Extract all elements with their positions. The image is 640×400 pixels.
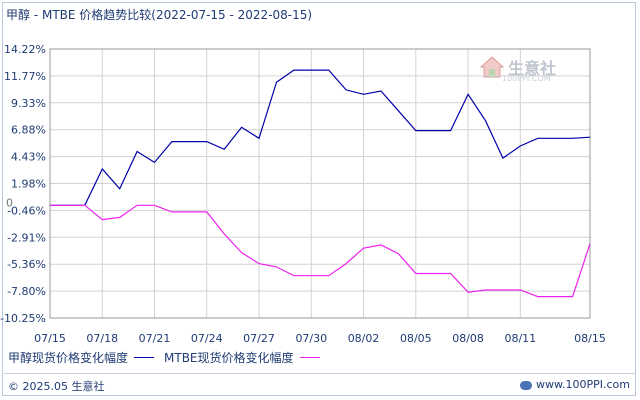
y-tick-label: -2.91% [7,231,46,244]
watermark-sub: 100PPI.COM [502,74,551,83]
y-tick-label: 1.98% [11,178,46,191]
house-logo-icon [480,56,504,78]
y-tick-label: 14.22% [4,43,46,56]
footer-site[interactable]: www.100PPI.com [520,378,630,391]
x-tick-label: 08/08 [452,332,484,345]
x-tick-label: 07/21 [139,332,171,345]
y-tick-label: -7.80% [7,285,46,298]
y-tick-label: 9.33% [11,97,46,110]
chart-title: 甲醇 - MTBE 价格趋势比较(2022-07-15 - 2022-08-15… [6,8,313,22]
plot-area-border [49,48,591,319]
x-tick-label: 07/18 [86,332,118,345]
legend-swatch-methanol [134,357,155,358]
chart-frame [2,2,636,396]
footer-copyright: © 2025.05 生意社 [8,380,105,393]
series-line-methanol [50,69,591,206]
x-tick-label: 08/05 [400,332,432,345]
series-line-mtbe [50,204,591,298]
y-tick-label: -0.46% [7,204,46,217]
x-tick-label: 07/15 [34,332,66,345]
y-tick-label: 11.77% [4,70,46,83]
y-tick-label: 4.43% [11,151,46,164]
footer-site-link[interactable]: www.100PPI.com [536,378,630,391]
x-tick-label: 07/24 [191,332,223,345]
globe-icon [520,380,533,390]
y-tick-label: -5.36% [7,258,46,271]
legend-label-methanol: 甲醇现货价格变化幅度 [8,351,129,365]
chart-legend: 甲醇现货价格变化幅度 MTBE现货价格变化幅度 [8,349,330,366]
y-tick-label: -10.25% [0,312,46,325]
x-tick-label: 08/02 [348,332,380,345]
x-tick-label: 08/15 [574,332,606,345]
footer-divider [4,373,636,374]
legend-swatch-mtbe [299,357,320,358]
y-tick-label: 6.88% [11,124,46,137]
zero-label: 0 [6,196,13,209]
legend-label-mtbe: MTBE现货价格变化幅度 [164,351,294,365]
x-tick-label: 07/30 [295,332,327,345]
x-tick-label: 08/11 [504,332,536,345]
x-tick-label: 07/27 [243,332,275,345]
